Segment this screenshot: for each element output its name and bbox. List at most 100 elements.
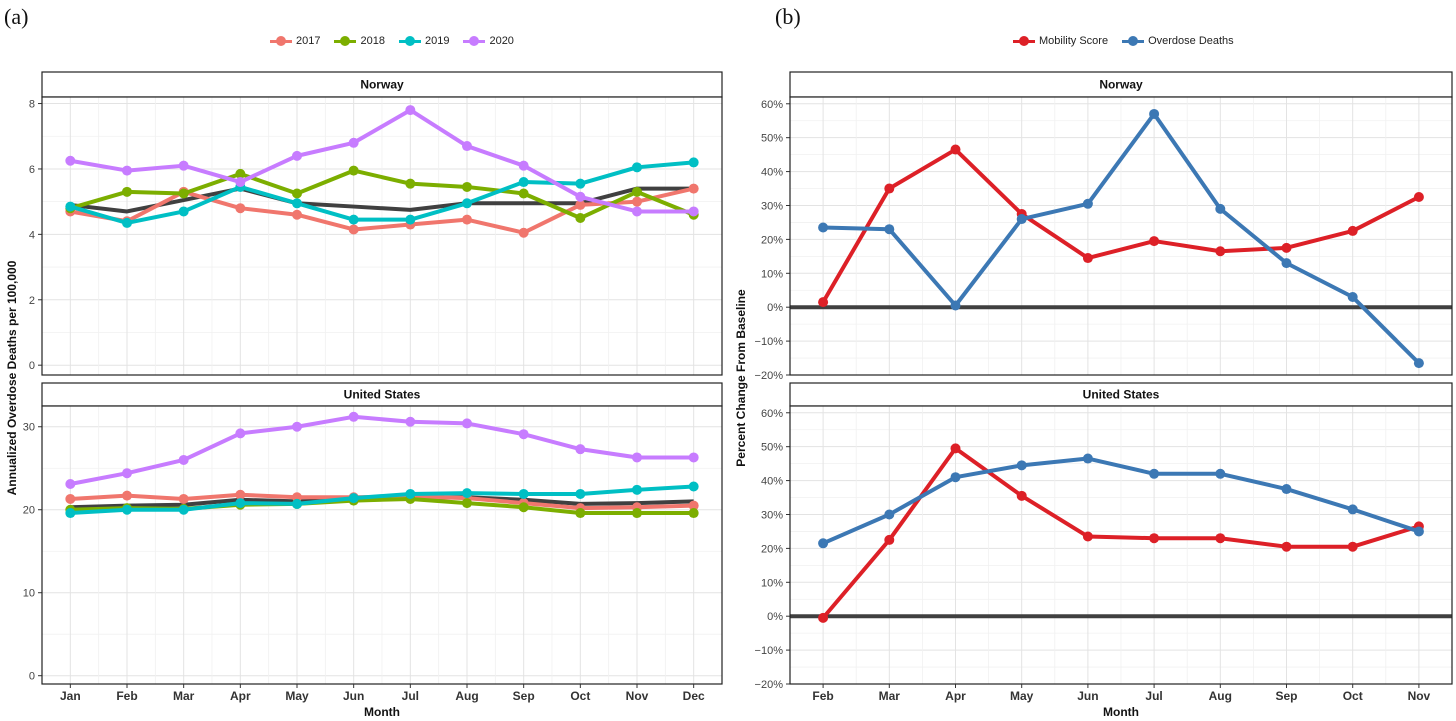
data-point-a-1-2020-9 xyxy=(575,444,586,455)
x-tick-label-a: Dec xyxy=(683,689,705,703)
x-tick-label-b: Jul xyxy=(1145,689,1162,703)
data-point-b-1-overdose-deaths-3 xyxy=(1016,460,1027,471)
series-line-a-0-2020 xyxy=(68,108,696,214)
data-point-b-0-mobility-score-9 xyxy=(1413,192,1424,203)
x-tick-label-a: Sep xyxy=(513,689,535,703)
data-point-a-1-2018-7 xyxy=(462,498,472,509)
data-point-a-0-2020-7 xyxy=(462,141,472,152)
legend-label-a-0: 2017 xyxy=(296,35,321,47)
data-point-a-1-2020-0 xyxy=(65,479,76,490)
data-point-a-0-2018-8 xyxy=(518,188,529,199)
y-tick-label-b-1: 60% xyxy=(761,408,783,420)
y-tick-label-b-0: 60% xyxy=(761,99,783,111)
series-line-a-0-2019 xyxy=(68,160,696,225)
data-point-a-0-2018-4 xyxy=(292,188,302,199)
data-point-b-0-mobility-score-4 xyxy=(1082,253,1093,264)
facet-title-b-1: United States xyxy=(1083,388,1160,402)
data-point-b-1-overdose-deaths-5 xyxy=(1149,468,1160,479)
x-tick-label-a: May xyxy=(285,689,309,703)
y-tick-label-a-0: 0 xyxy=(29,360,35,372)
data-point-a-0-2019-7 xyxy=(462,198,472,209)
data-point-a-1-2017-11 xyxy=(688,500,699,511)
data-point-b-1-overdose-deaths-8 xyxy=(1347,504,1358,515)
data-point-b-0-mobility-score-1 xyxy=(884,183,895,194)
y-tick-label-b-0: −20% xyxy=(755,370,784,382)
legend-key-b-1 xyxy=(1122,35,1145,47)
data-point-a-1-2019-5 xyxy=(348,493,359,504)
x-tick-label-a: Aug xyxy=(455,689,478,703)
data-point-b-1-overdose-deaths-2 xyxy=(950,472,961,483)
data-point-a-0-2017-10 xyxy=(632,196,642,207)
x-tick-label-a: Jun xyxy=(343,689,364,703)
x-tick-label-a: Mar xyxy=(173,689,195,703)
data-point-b-0-mobility-score-6 xyxy=(1215,246,1226,257)
y-tick-label-a-1: 0 xyxy=(29,671,35,683)
data-point-a-0-2017-3 xyxy=(235,203,246,214)
x-tick-label-a: Oct xyxy=(570,689,590,703)
x-tick-label-b: Oct xyxy=(1343,689,1363,703)
facet-strip-b-0 xyxy=(789,71,1453,98)
plot-frame-b-1 xyxy=(789,405,1453,685)
data-point-a-0-2020-2 xyxy=(178,160,189,171)
data-point-a-0-2020-10 xyxy=(632,206,642,217)
data-point-a-1-2019-2 xyxy=(178,504,189,515)
data-point-a-1-2017-2 xyxy=(178,493,189,504)
data-point-b-1-mobility-score-0 xyxy=(818,612,829,623)
data-point-b-1-mobility-score-2 xyxy=(950,443,961,454)
legend-item-a-1: 2018 xyxy=(334,35,385,47)
data-point-b-1-mobility-score-5 xyxy=(1149,533,1160,544)
data-point-a-0-2017-5 xyxy=(348,224,359,235)
facet-title-b-0: Norway xyxy=(1099,78,1143,92)
legend-label-a-1: 2018 xyxy=(360,35,385,47)
data-point-a-0-2019-4 xyxy=(292,198,302,209)
data-point-b-0-overdose-deaths-2 xyxy=(950,300,961,311)
data-point-a-0-2019-1 xyxy=(122,217,132,228)
series-line-b-0-overdose-deaths xyxy=(821,111,1421,366)
legend-key-a-1 xyxy=(334,35,357,47)
plot-frame-a-1 xyxy=(41,405,723,685)
data-point-b-0-overdose-deaths-1 xyxy=(884,224,895,235)
data-point-a-1-2018-10 xyxy=(632,508,642,519)
x-tick-label-a: Feb xyxy=(116,689,137,703)
data-point-a-0-2019-0 xyxy=(65,201,76,212)
y-tick-label-a-0: 2 xyxy=(29,295,35,307)
data-point-a-1-2018-11 xyxy=(688,508,699,519)
plot-frame-a-0 xyxy=(41,96,723,376)
data-point-a-0-2017-8 xyxy=(518,227,529,238)
data-point-b-0-overdose-deaths-5 xyxy=(1149,108,1160,119)
data-point-a-1-2020-6 xyxy=(405,416,416,427)
series-line-a-1-2020 xyxy=(68,414,696,487)
data-point-b-0-mobility-score-5 xyxy=(1149,236,1160,247)
data-point-b-0-mobility-score-7 xyxy=(1281,242,1292,253)
data-point-b-1-mobility-score-8 xyxy=(1347,541,1358,552)
data-point-b-0-overdose-deaths-0 xyxy=(818,222,829,233)
data-point-a-0-2020-4 xyxy=(292,150,302,161)
data-point-a-1-2019-9 xyxy=(575,488,586,499)
data-point-a-0-2019-8 xyxy=(518,177,529,188)
data-point-b-0-overdose-deaths-4 xyxy=(1082,198,1093,209)
data-point-a-1-2018-9 xyxy=(575,508,586,519)
data-point-a-1-2020-1 xyxy=(122,468,132,479)
data-point-a-1-2020-2 xyxy=(178,454,189,465)
data-point-a-0-2018-10 xyxy=(632,186,642,197)
legend-a: 2017 2018 2019 2020 xyxy=(270,35,514,47)
data-point-a-0-2020-8 xyxy=(518,160,529,171)
legend-key-a-3 xyxy=(463,35,486,47)
data-point-a-0-2018-9 xyxy=(575,213,586,224)
data-point-b-0-overdose-deaths-9 xyxy=(1413,358,1424,369)
y-tick-label-b-0: 30% xyxy=(761,200,783,212)
data-point-b-1-overdose-deaths-7 xyxy=(1281,484,1292,495)
series-line-a-1-2019 xyxy=(68,484,696,516)
data-point-a-1-2019-8 xyxy=(518,488,529,499)
data-point-b-1-overdose-deaths-9 xyxy=(1413,526,1424,537)
x-tick-label-b: Sep xyxy=(1275,689,1297,703)
y-tick-label-b-0: 20% xyxy=(761,234,783,246)
data-point-a-1-2020-8 xyxy=(518,429,529,440)
data-point-b-0-overdose-deaths-8 xyxy=(1347,292,1358,303)
y-tick-label-b-0: 10% xyxy=(761,268,783,280)
data-point-a-1-2017-3 xyxy=(235,489,246,500)
y-tick-label-b-0: 0% xyxy=(767,302,783,314)
data-point-a-0-2018-3 xyxy=(235,168,246,179)
data-point-a-0-2020-9 xyxy=(575,191,586,202)
y-tick-label-a-1: 20 xyxy=(23,505,35,517)
